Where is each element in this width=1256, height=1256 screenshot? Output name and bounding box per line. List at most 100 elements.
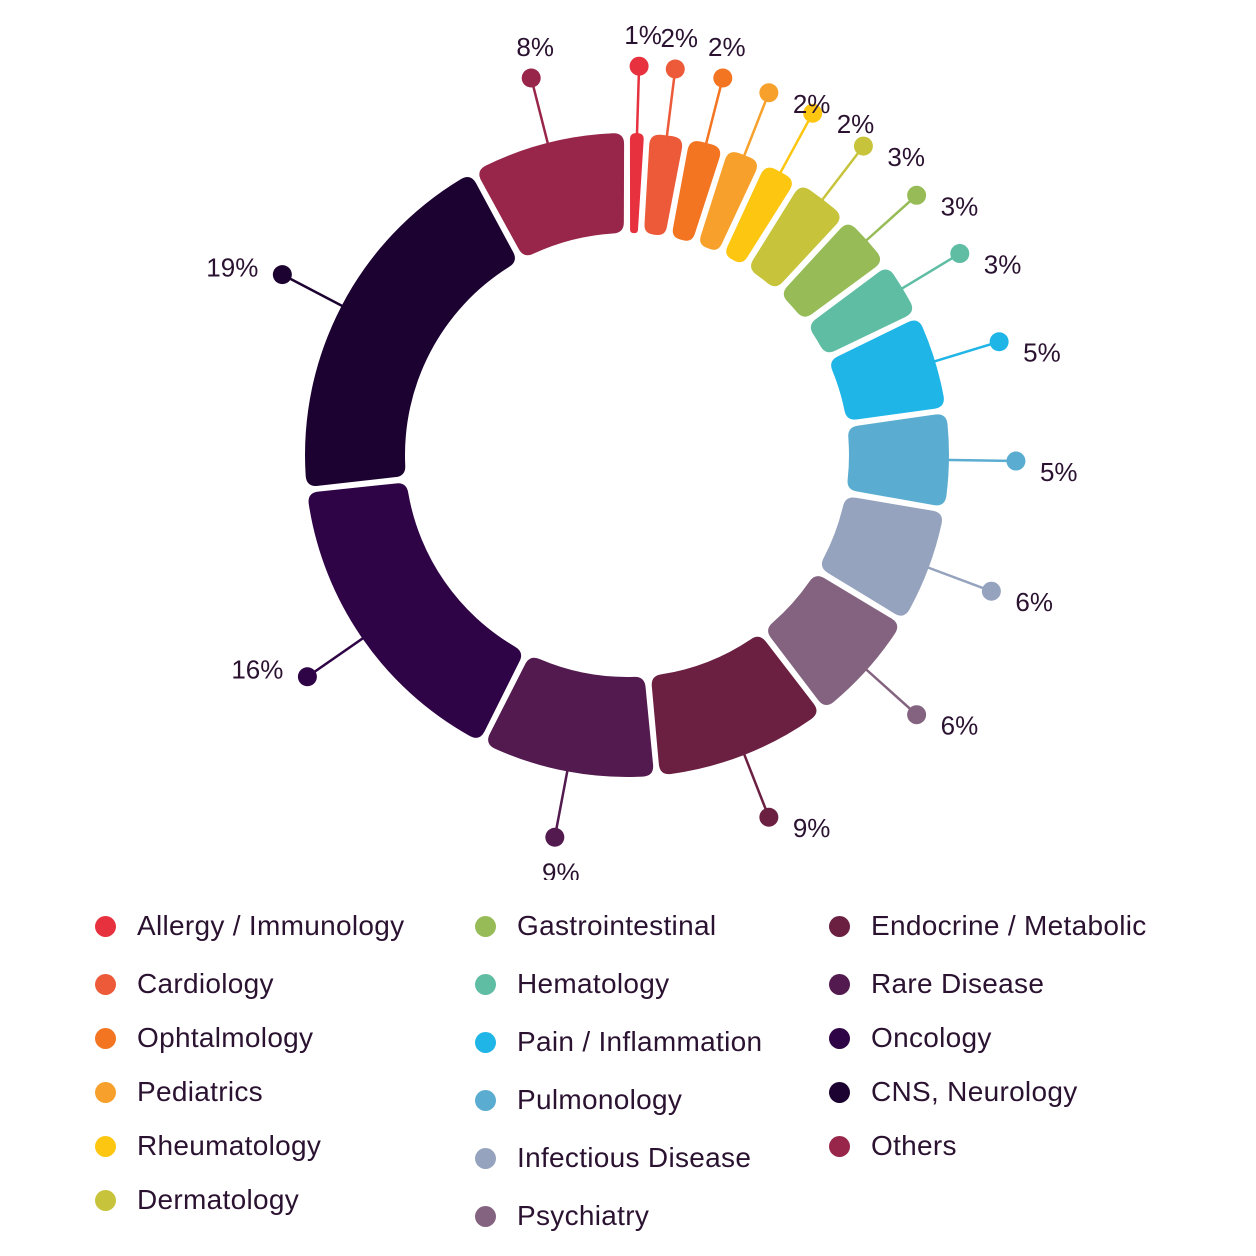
- leader-line-pulmonology: [943, 458, 1016, 463]
- slice-pulmonology: [847, 414, 949, 506]
- leader-line-allergy-immunology: [635, 66, 641, 139]
- value-label-gastrointestinal: 3%: [941, 191, 979, 221]
- legend-item-infectious-disease: Infectious Disease: [475, 1138, 751, 1178]
- legend-label: Pulmonology: [517, 1084, 683, 1115]
- legend-swatch: [95, 973, 116, 995]
- value-label-ophtalmology: 2%: [708, 32, 746, 62]
- value-label-cns-neurology: 19%: [206, 253, 258, 283]
- leader-line-hematology: [897, 252, 961, 292]
- legend-swatch: [829, 1135, 850, 1157]
- slice-dermatology: [751, 187, 840, 287]
- leader-dot-pulmonology: [1006, 451, 1026, 471]
- slice-oncology: [308, 483, 522, 738]
- slice-rare-disease: [488, 657, 654, 778]
- slice-ophtalmology: [672, 141, 721, 241]
- leader-line-pediatrics: [741, 92, 771, 161]
- leader-line-pain-inflammation: [929, 340, 1000, 364]
- value-label-rare-disease: 9%: [542, 857, 580, 880]
- leader-line-ophtalmology: [703, 77, 725, 149]
- slice-infectious-disease: [821, 497, 942, 616]
- legend-label: Hematology: [517, 968, 670, 999]
- legend-label: Infectious Disease: [517, 1142, 752, 1173]
- slice-endocrine-metabolic: [651, 636, 817, 775]
- legend-label: Pain / Inflammation: [517, 1026, 763, 1057]
- value-label-endocrine-metabolic: 9%: [793, 813, 831, 843]
- chart-legend: Allergy / Immunology Cardiology Ophtalmolo…: [0, 895, 1256, 1256]
- value-label-hematology: 3%: [984, 250, 1022, 280]
- value-label-allergy-immunology: 1%: [624, 20, 662, 50]
- value-label-pediatrics: 2%: [793, 89, 831, 119]
- legend-swatch: [829, 973, 850, 995]
- leader-line-rheumatology: [777, 112, 814, 178]
- legend-swatch: [829, 915, 850, 937]
- leader-dot-infectious-disease: [981, 581, 1001, 601]
- legend-item-pulmonology: Pulmonology: [475, 1080, 682, 1120]
- legend-swatch: [95, 1189, 116, 1211]
- leader-dot-pediatrics: [759, 83, 779, 103]
- legend-swatch: [95, 915, 116, 937]
- legend-swatch: [475, 1031, 496, 1053]
- value-label-pulmonology: 5%: [1040, 457, 1078, 487]
- legend-label: Oncology: [871, 1022, 992, 1053]
- value-label-infectious-disease: 6%: [1015, 587, 1053, 617]
- legend-item-endocrine-metabolic: Endocrine / Metabolic: [829, 906, 1147, 946]
- leader-dot-oncology: [297, 667, 317, 687]
- slice-others: [479, 133, 625, 256]
- slices-layer: [305, 133, 949, 778]
- leader-dot-dermatology: [853, 136, 873, 156]
- legend-swatch: [829, 1081, 850, 1103]
- leader-line-rare-disease: [553, 766, 570, 838]
- leader-dot-cns-neurology: [272, 265, 292, 285]
- value-labels-layer: 1%2% 2%2%2%3%3%3%5%5%6%6%9%9%16%19%8%: [206, 20, 1077, 880]
- value-label-dermatology: 3%: [887, 142, 925, 172]
- leader-line-oncology: [306, 634, 368, 678]
- legend-label: Dermatology: [137, 1184, 300, 1215]
- leader-dot-rheumatology: [803, 103, 823, 123]
- legend-swatch: [95, 1027, 116, 1049]
- leader-line-cns-neurology: [281, 273, 347, 310]
- value-label-cardiology: 2%: [660, 23, 698, 53]
- slice-rheumatology: [726, 167, 792, 263]
- legend-label: Others: [871, 1130, 957, 1161]
- legend-item-psychiatry: Psychiatry: [475, 1196, 649, 1236]
- legend-label: Psychiatry: [517, 1200, 650, 1231]
- legend-label: Gastrointestinal: [517, 910, 717, 941]
- leader-line-others: [529, 77, 551, 149]
- slice-psychiatry: [768, 576, 898, 706]
- legend-swatch: [475, 1147, 496, 1169]
- legend-item-hematology: Hematology: [475, 964, 669, 1004]
- leader-dot-rare-disease: [545, 827, 565, 847]
- legend-swatch: [475, 1089, 496, 1111]
- legend-label: Endocrine / Metabolic: [871, 910, 1147, 941]
- slice-cardiology: [644, 134, 683, 236]
- leader-dot-cardiology: [665, 59, 685, 79]
- legend-label: Rheumatology: [137, 1130, 322, 1161]
- leader-dot-hematology: [950, 244, 970, 264]
- legend-label: Allergy / Immunology: [137, 910, 405, 941]
- leader-dot-pain-inflammation: [989, 332, 1009, 352]
- legend-item-rare-disease: Rare Disease: [829, 964, 1044, 1004]
- legend-item-others: Others: [829, 1126, 957, 1166]
- leader-dot-others: [521, 68, 541, 88]
- slice-cns-neurology: [305, 177, 515, 487]
- legend-item-pediatrics: Pediatrics: [95, 1072, 263, 1112]
- legend-swatch: [475, 915, 496, 937]
- slice-pain-inflammation: [831, 320, 944, 420]
- leader-line-infectious-disease: [923, 564, 992, 593]
- value-label-others: 8%: [516, 32, 554, 62]
- legend-label: CNS, Neurology: [871, 1076, 1078, 1107]
- slice-pediatrics: [700, 152, 757, 250]
- leader-line-cardiology: [665, 68, 677, 141]
- legend-label: Pediatrics: [137, 1076, 263, 1107]
- legend-item-cardiology: Cardiology: [95, 964, 274, 1004]
- value-label-psychiatry: 6%: [941, 711, 979, 741]
- legend-swatch: [475, 1205, 496, 1227]
- legend-item-rheumatology: Rheumatology: [95, 1126, 321, 1166]
- slice-gastrointestinal: [783, 224, 881, 317]
- value-label-rheumatology: 2%: [837, 109, 875, 139]
- legend-swatch: [475, 973, 496, 995]
- legend-item-cns-neurology: CNS, Neurology: [829, 1072, 1078, 1112]
- legend-swatch: [95, 1081, 116, 1103]
- leader-dot-gastrointestinal: [907, 185, 927, 205]
- legend-swatch: [95, 1135, 116, 1157]
